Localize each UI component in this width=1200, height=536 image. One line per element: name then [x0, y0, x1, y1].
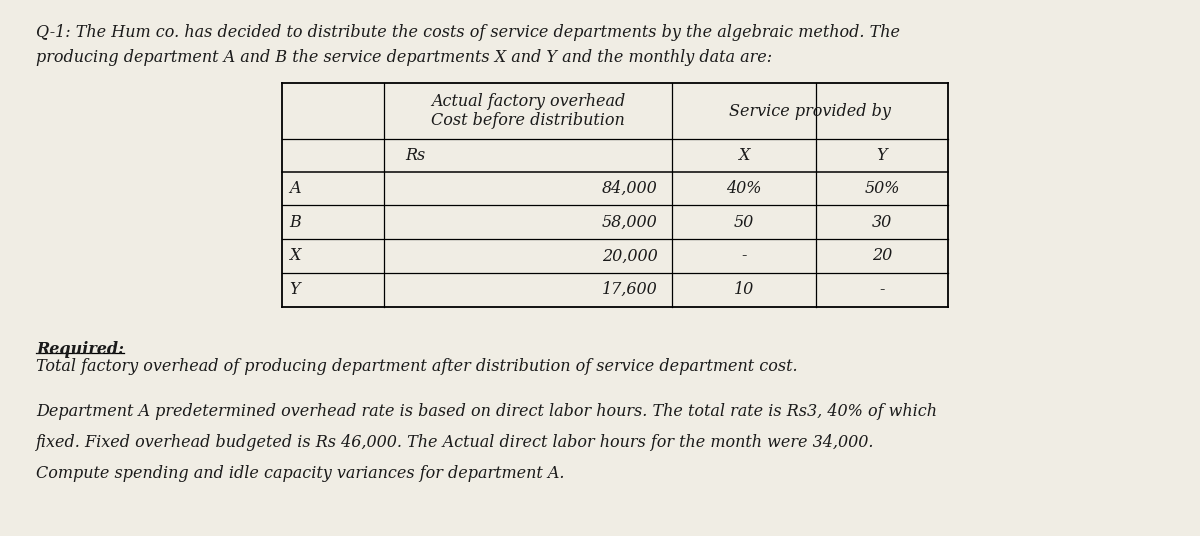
Text: 20,000: 20,000: [602, 248, 658, 264]
Text: X: X: [738, 147, 750, 164]
Text: B: B: [289, 214, 301, 230]
Text: Service provided by: Service provided by: [730, 103, 890, 120]
Text: Required:: Required:: [36, 341, 124, 359]
Text: Y: Y: [877, 147, 887, 164]
Text: -: -: [742, 248, 746, 264]
Text: Cost before distribution: Cost before distribution: [431, 113, 625, 129]
Text: 10: 10: [734, 281, 754, 298]
Text: 20: 20: [872, 248, 892, 264]
Text: 30: 30: [872, 214, 892, 230]
Text: 50%: 50%: [864, 180, 900, 197]
Text: -: -: [880, 281, 884, 298]
Text: Y: Y: [289, 281, 300, 298]
Text: 17,600: 17,600: [602, 281, 658, 298]
Text: Total factory overhead of producing department after distribution of service dep: Total factory overhead of producing depa…: [36, 358, 798, 375]
Text: Rs: Rs: [406, 147, 426, 164]
Text: 58,000: 58,000: [602, 214, 658, 230]
Text: 40%: 40%: [726, 180, 762, 197]
Text: fixed. Fixed overhead budgeted is Rs 46,000. The Actual direct labor hours for t: fixed. Fixed overhead budgeted is Rs 46,…: [36, 434, 875, 451]
Text: Actual factory overhead: Actual factory overhead: [431, 93, 625, 110]
Text: Department A predetermined overhead rate is based on direct labor hours. The tot: Department A predetermined overhead rate…: [36, 403, 937, 420]
Text: 50: 50: [734, 214, 754, 230]
Text: producing department A and B the service departments X and Y and the monthly dat: producing department A and B the service…: [36, 49, 772, 66]
Text: 84,000: 84,000: [602, 180, 658, 197]
Text: X: X: [289, 248, 300, 264]
Text: Q-1: The Hum co. has decided to distribute the costs of service departments by t: Q-1: The Hum co. has decided to distribu…: [36, 24, 900, 41]
Text: A: A: [289, 180, 301, 197]
Text: Compute spending and idle capacity variances for department A.: Compute spending and idle capacity varia…: [36, 465, 564, 482]
